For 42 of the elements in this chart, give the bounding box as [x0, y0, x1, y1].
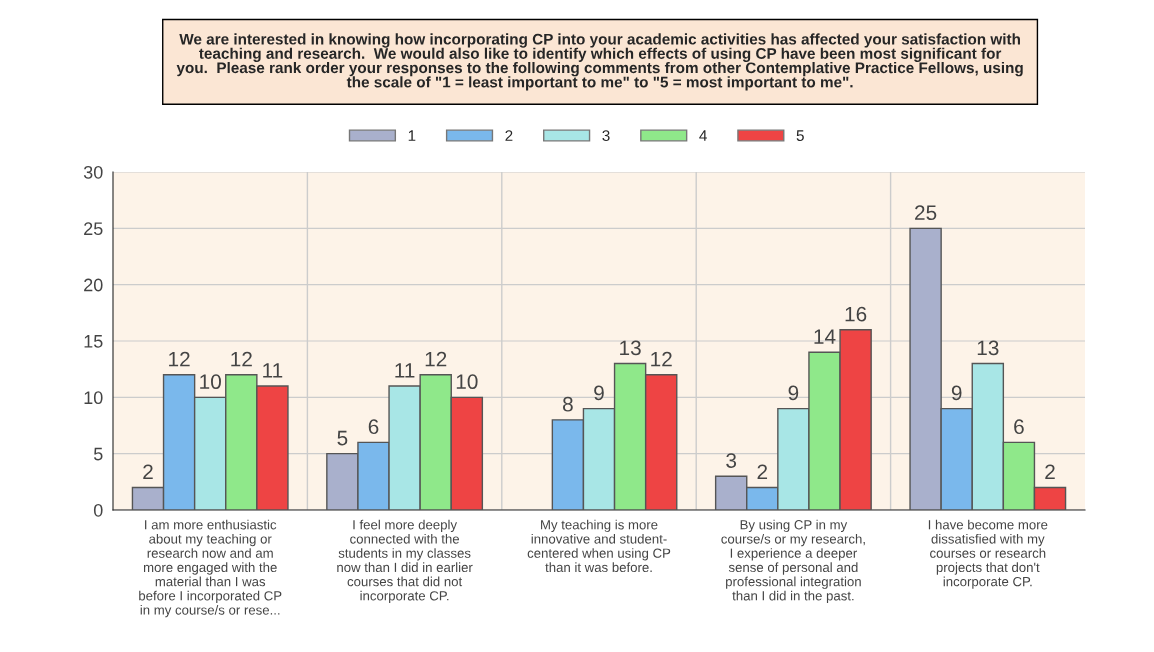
x-tick-label: My teaching is more innovative and student- centered when using CP than it was before. [527, 519, 671, 573]
y-tick-label: 5 [93, 447, 103, 461]
y-tick-label: 20 [84, 278, 103, 292]
y-tick-label: 0 [93, 503, 103, 517]
legend-label: 1 [408, 130, 416, 141]
legend-label: 4 [699, 130, 707, 141]
legend-label: 2 [505, 130, 513, 141]
data-label: 11 [395, 363, 415, 378]
x-tick-label: By using CP in my course/s or my research, I experience a deeper sense of personal and professional integration than I did in the past. [721, 519, 865, 604]
data-label: 9 [951, 385, 962, 401]
data-label: 9 [594, 385, 604, 401]
data-label: 8 [563, 396, 573, 412]
data-label: 2 [757, 464, 768, 479]
legend-label: 5 [796, 130, 804, 142]
data-label: 2 [143, 464, 153, 479]
data-label: 14 [814, 329, 836, 344]
data-label: 12 [425, 351, 447, 367]
data-label: 9 [788, 385, 799, 401]
chart-title: We are interested in knowing how incorporating CP into your academic activities has affected your satisfaction with teaching and research. We would also like to identify which effects of using CP have been most significant for you. Please rank order your responses to the following comments from other Contemplative Practice Fellows, using the scale of "1 = least important to me" to "5 = most important to me". [176, 33, 1023, 91]
data-label: 3 [726, 453, 737, 468]
y-tick-label: 15 [84, 335, 103, 348]
data-label: 13 [620, 340, 641, 356]
x-tick-label: I am more enthusiastic about my teaching or research now and am more engaged with the material than I was before I incorporated CP in my course/s or rese... [139, 519, 282, 618]
data-label: 2 [1045, 464, 1055, 479]
data-label: 11 [263, 363, 283, 378]
x-tick-label: I feel more deeply connected with the students in my classes now than I did in earlier courses that did not incorporate CP. [337, 519, 473, 604]
data-label: 13 [977, 340, 999, 356]
x-tick-label: I have become more dissatisfied with my courses or research projects that don't incorporate CP. [928, 519, 1048, 589]
y-tick-label: 30 [83, 165, 103, 179]
y-tick-label: 25 [84, 222, 103, 236]
data-label: 12 [169, 351, 190, 367]
data-label: 16 [845, 306, 867, 322]
data-label: 25 [915, 205, 937, 221]
legend-label: 3 [602, 130, 610, 142]
data-label: 12 [231, 351, 252, 367]
data-label: 10 [200, 374, 221, 390]
data-label: 10 [456, 374, 478, 390]
data-label: 6 [368, 419, 379, 435]
y-tick-label: 10 [84, 391, 103, 405]
data-label: 12 [651, 351, 672, 367]
data-label: 5 [337, 430, 348, 446]
data-label: 6 [1014, 419, 1024, 435]
